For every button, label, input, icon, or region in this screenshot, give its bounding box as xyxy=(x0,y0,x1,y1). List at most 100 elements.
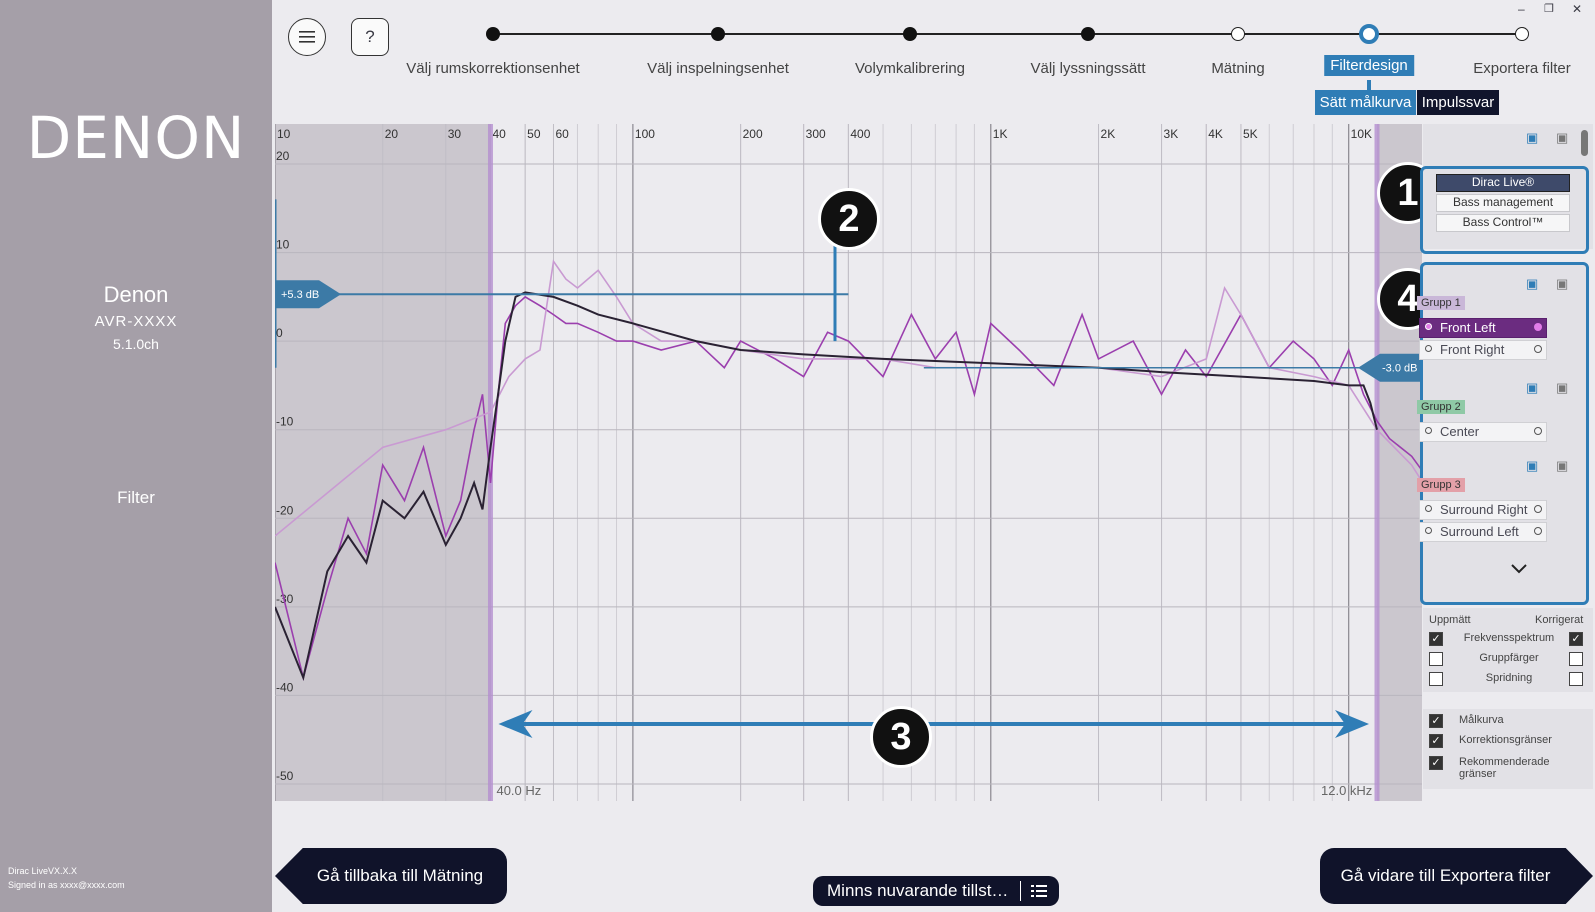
option-checkbox[interactable]: ✓ xyxy=(1429,714,1443,728)
close-button[interactable]: ✕ xyxy=(1572,2,1583,16)
measured-checkbox[interactable] xyxy=(1429,652,1443,666)
y-tick-label: 20 xyxy=(276,149,290,163)
reset-icon[interactable]: ▣ xyxy=(1556,130,1569,145)
group-copy-icon[interactable]: ▣ xyxy=(1526,380,1539,395)
menu-button[interactable] xyxy=(288,18,326,56)
x-tick-label: 3K xyxy=(1164,127,1179,141)
channel-surround-right[interactable]: Surround Right xyxy=(1419,500,1547,520)
remember-state-button[interactable]: Minns nuvarande tillst… xyxy=(813,876,1059,906)
series-1 xyxy=(275,295,1422,681)
channel-radio-icon xyxy=(1425,345,1432,352)
channel-radio-icon xyxy=(1425,505,1432,512)
back-button[interactable]: Gå tillbaka till Mätning xyxy=(275,848,507,904)
y-tick-label: -50 xyxy=(276,769,294,783)
x-tick-label: 50 xyxy=(527,127,541,141)
step-label-7[interactable]: Exportera filter xyxy=(1473,60,1571,77)
measured-checkbox[interactable]: ✓ xyxy=(1429,632,1443,646)
step-dot-2[interactable] xyxy=(711,27,725,41)
right-panel: ▣ ▣ Dirac Live® Bass management Bass Con… xyxy=(1417,124,1593,804)
remember-divider xyxy=(1020,881,1022,901)
step-label-4[interactable]: Välj lyssningssätt xyxy=(1030,60,1146,77)
range-arrow-left xyxy=(498,710,533,738)
step-dot-4[interactable] xyxy=(1081,27,1095,41)
channel-radio-icon xyxy=(1425,427,1432,434)
x-tick-label: 10K xyxy=(1351,127,1372,141)
active-band xyxy=(490,124,1378,801)
low-limit-label: 40.0 Hz xyxy=(496,783,541,798)
group-label-1[interactable]: Grupp 1 xyxy=(1417,296,1465,310)
channel-status-icon xyxy=(1534,345,1542,353)
channel-label: Front Left xyxy=(1440,320,1496,335)
callout-2: 2 xyxy=(818,188,880,250)
channel-center[interactable]: Center xyxy=(1419,422,1547,442)
option-label: Målkurva xyxy=(1459,714,1504,726)
corrected-checkbox[interactable]: ✓ xyxy=(1569,632,1583,646)
step-label-1[interactable]: Välj rumskorrektionsenhet xyxy=(406,60,580,77)
display-row-label: Gruppfärger xyxy=(1479,652,1539,664)
step-dot-1[interactable] xyxy=(486,27,500,41)
frequency-chart[interactable]: 1020304050601002003004001K2K3K4K5K10K20K… xyxy=(275,124,1422,801)
y-tick-label: 0 xyxy=(276,326,283,340)
group-copy-icon[interactable]: ▣ xyxy=(1526,458,1539,473)
step-label-5[interactable]: Mätning xyxy=(1211,60,1265,77)
group-label-3[interactable]: Grupp 3 xyxy=(1417,478,1465,492)
channel-front-right[interactable]: Front Right xyxy=(1419,340,1547,360)
group-copy-icon[interactable]: ▣ xyxy=(1526,276,1539,291)
channel-status-icon xyxy=(1534,505,1542,513)
minimize-button[interactable]: – xyxy=(1518,2,1525,16)
x-tick-label: 1K xyxy=(993,127,1008,141)
version-text: Dirac LiveVX.X.X xyxy=(8,866,78,876)
excluded-high-band xyxy=(1377,124,1422,801)
channel-radio-icon xyxy=(1425,323,1432,330)
channel-surround-left[interactable]: Surround Left xyxy=(1419,522,1547,542)
group-reset-icon[interactable]: ▣ xyxy=(1556,276,1569,291)
chevron-down-icon[interactable] xyxy=(1509,562,1529,576)
channel-front-left[interactable]: Front Left xyxy=(1419,318,1547,338)
y-tick-label: 10 xyxy=(276,238,290,252)
restore-button[interactable]: ❐ xyxy=(1544,3,1554,15)
group-reset-icon[interactable]: ▣ xyxy=(1556,458,1569,473)
remember-state-label: Minns nuvarande tillst… xyxy=(827,881,1009,900)
option-checkbox[interactable]: ✓ xyxy=(1429,734,1443,748)
panel-scrollbar[interactable] xyxy=(1581,130,1588,156)
channel-status-icon xyxy=(1534,527,1542,535)
mode-dirac-live[interactable]: Dirac Live® xyxy=(1436,174,1570,192)
step-label-2[interactable]: Välj inspelningsenhet xyxy=(647,60,789,77)
step-label-3[interactable]: Volymkalibrering xyxy=(854,60,966,77)
x-tick-label: 300 xyxy=(806,127,826,141)
step-dot-6[interactable] xyxy=(1359,24,1379,44)
high-limit-label: 12.0 kHz xyxy=(1321,783,1372,798)
mode-bass-management[interactable]: Bass management xyxy=(1436,194,1570,212)
step-dot-3[interactable] xyxy=(903,27,917,41)
x-tick-label: 4K xyxy=(1208,127,1223,141)
step-label-6[interactable]: Filterdesign xyxy=(1324,55,1414,76)
measured-label: Uppmätt xyxy=(1429,614,1471,626)
tab-target-curve[interactable]: Sätt målkurva xyxy=(1315,90,1416,115)
hamburger-icon xyxy=(299,31,315,43)
x-tick-label: 2K xyxy=(1101,127,1116,141)
group-reset-icon[interactable]: ▣ xyxy=(1556,380,1569,395)
channel-label: Surround Right xyxy=(1440,502,1528,517)
mode-bass-control[interactable]: Bass Control™ xyxy=(1436,214,1570,232)
tab-impulse-response[interactable]: Impulssvar xyxy=(1417,90,1499,115)
measured-checkbox[interactable] xyxy=(1429,672,1443,686)
next-button[interactable]: Gå vidare till Exportera filter xyxy=(1320,848,1593,904)
display-row-label: Frekvensspektrum xyxy=(1463,632,1555,644)
callout-3: 3 xyxy=(870,706,932,768)
copy-icon[interactable]: ▣ xyxy=(1526,130,1539,145)
group-label-2[interactable]: Grupp 2 xyxy=(1417,400,1465,414)
list-icon xyxy=(1031,885,1048,897)
corrected-checkbox[interactable] xyxy=(1569,652,1583,666)
step-dot-5[interactable] xyxy=(1231,27,1245,41)
y-tick-label: -40 xyxy=(276,680,294,694)
corrected-checkbox[interactable] xyxy=(1569,672,1583,686)
option-label: Korrektionsgränser xyxy=(1459,734,1552,746)
y-tick-label: -20 xyxy=(276,503,294,517)
range-arrow-right xyxy=(1335,710,1370,738)
sidebar-section-filter: Filter xyxy=(117,488,155,507)
denon-logo: DENON xyxy=(26,104,246,172)
help-button[interactable]: ? xyxy=(351,18,389,56)
step-dot-7[interactable] xyxy=(1515,27,1529,41)
option-checkbox[interactable]: ✓ xyxy=(1429,756,1443,770)
x-tick-label: 10 xyxy=(277,127,291,141)
